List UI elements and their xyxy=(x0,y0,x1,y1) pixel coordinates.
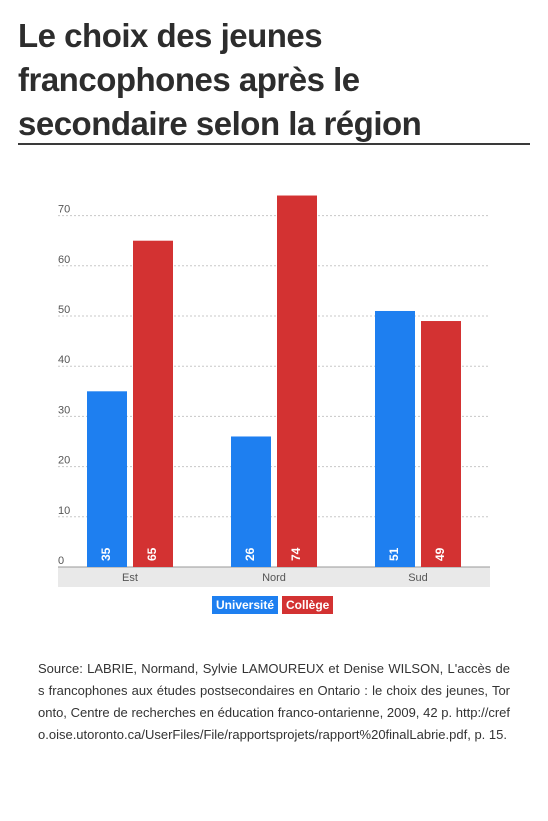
source-note: Source: LABRIE, Normand, Sylvie LAMOUREU… xyxy=(38,658,510,746)
y-tick-label: 70 xyxy=(58,204,70,216)
x-tick-label: Est xyxy=(122,572,138,584)
bar-nord-college xyxy=(277,195,317,567)
y-tick-label: 30 xyxy=(58,404,70,416)
y-tick-label: 20 xyxy=(58,455,70,467)
data-label: 35 xyxy=(99,547,113,561)
y-tick-label: 60 xyxy=(58,254,70,266)
legend-item-universite[interactable]: Université xyxy=(212,596,279,614)
x-axis-band xyxy=(58,567,490,587)
y-tick-label: 40 xyxy=(58,354,70,366)
data-label: 65 xyxy=(145,547,159,561)
bar-sud-universite xyxy=(375,310,415,567)
x-tick-label: Nord xyxy=(262,572,286,584)
legend-item-college[interactable]: Collège xyxy=(282,596,334,614)
x-tick-label: Sud xyxy=(408,572,428,584)
data-label: 26 xyxy=(243,547,257,561)
title-divider xyxy=(18,143,530,145)
bar-nord-universite xyxy=(231,436,271,567)
bar-est-college xyxy=(133,240,173,567)
y-tick-label: 0 xyxy=(58,555,64,567)
chart-legend: Université Collège xyxy=(0,596,548,614)
data-label: 49 xyxy=(433,547,447,561)
source-text: Source: LABRIE, Normand, Sylvie LAMOUREU… xyxy=(38,661,510,742)
bar-est-universite xyxy=(87,391,127,567)
bar-sud-college xyxy=(421,321,461,567)
y-tick-label: 50 xyxy=(58,304,70,316)
chart-title: Le choix des jeunes francophones après l… xyxy=(18,17,422,142)
data-label: 74 xyxy=(289,547,303,561)
y-tick-label: 10 xyxy=(58,505,70,517)
data-label: 51 xyxy=(387,547,401,561)
